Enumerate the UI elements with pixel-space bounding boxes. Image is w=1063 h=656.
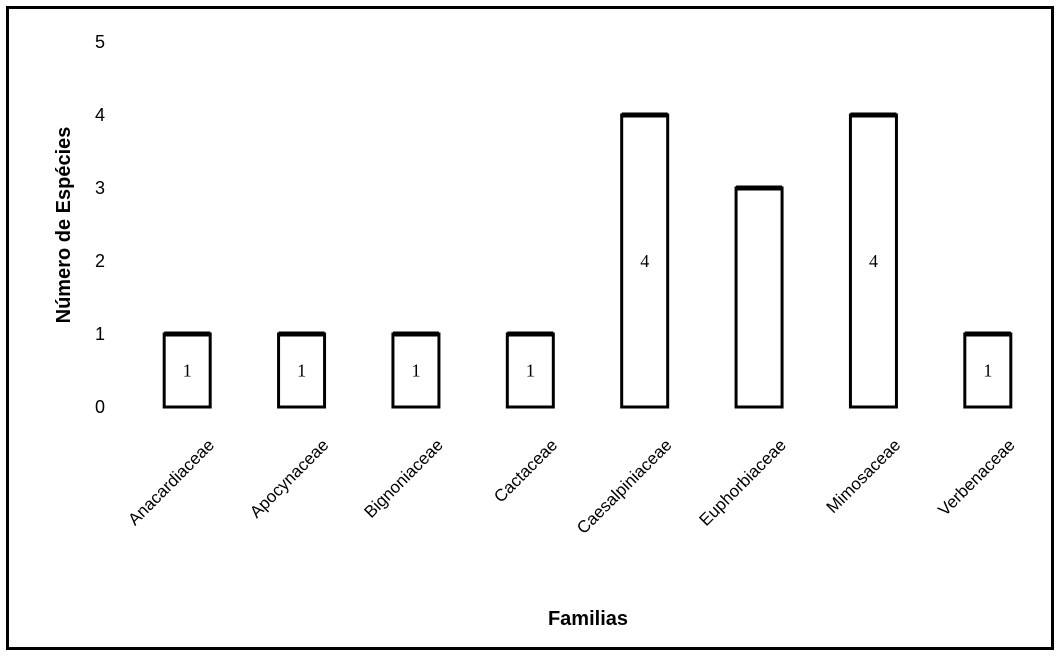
data-label: 1 xyxy=(526,361,535,381)
x-tick-label: Apocynaceae xyxy=(246,435,332,521)
y-axis-ticks: 0 1 2 3 4 5 xyxy=(95,32,105,417)
bar-mimosaceae xyxy=(848,113,898,409)
data-label: 1 xyxy=(983,361,992,381)
y-tick-label: 0 xyxy=(95,397,105,417)
data-label: 4 xyxy=(869,251,878,271)
x-tick-label: Bignoniaceae xyxy=(360,435,446,521)
x-axis-categories: Anacardiaceae Apocynaceae Bignoniaceae Cact… xyxy=(124,435,1018,537)
y-axis-title: Número de Espécies xyxy=(53,127,75,324)
bar-euphorbiaceae xyxy=(734,186,784,409)
x-tick-label: Cactaceae xyxy=(490,435,561,506)
x-tick-label: Verbenaceae xyxy=(934,435,1018,519)
data-label: 4 xyxy=(640,251,649,271)
bar-bignoniaceae xyxy=(391,332,441,409)
bar-anacardiaceae xyxy=(162,332,212,409)
y-tick-label: 2 xyxy=(95,251,105,271)
data-label: 1 xyxy=(411,361,420,381)
x-tick-label: Mimosaceae xyxy=(823,435,905,517)
x-axis-title: Familias xyxy=(548,608,628,630)
y-tick-label: 5 xyxy=(95,32,105,52)
y-tick-label: 3 xyxy=(95,178,105,198)
y-tick-label: 1 xyxy=(95,324,105,344)
x-tick-label: Euphorbiaceae xyxy=(696,435,790,529)
x-tick-label: Anacardiaceae xyxy=(124,435,218,529)
data-labels: 1 1 1 1 4 4 1 xyxy=(183,251,993,381)
x-tick-label: Caesalpiniaceae xyxy=(573,435,675,537)
y-tick-label: 4 xyxy=(95,105,105,125)
data-label: 1 xyxy=(297,361,306,381)
bars xyxy=(162,112,1013,409)
data-label: 1 xyxy=(183,361,192,381)
